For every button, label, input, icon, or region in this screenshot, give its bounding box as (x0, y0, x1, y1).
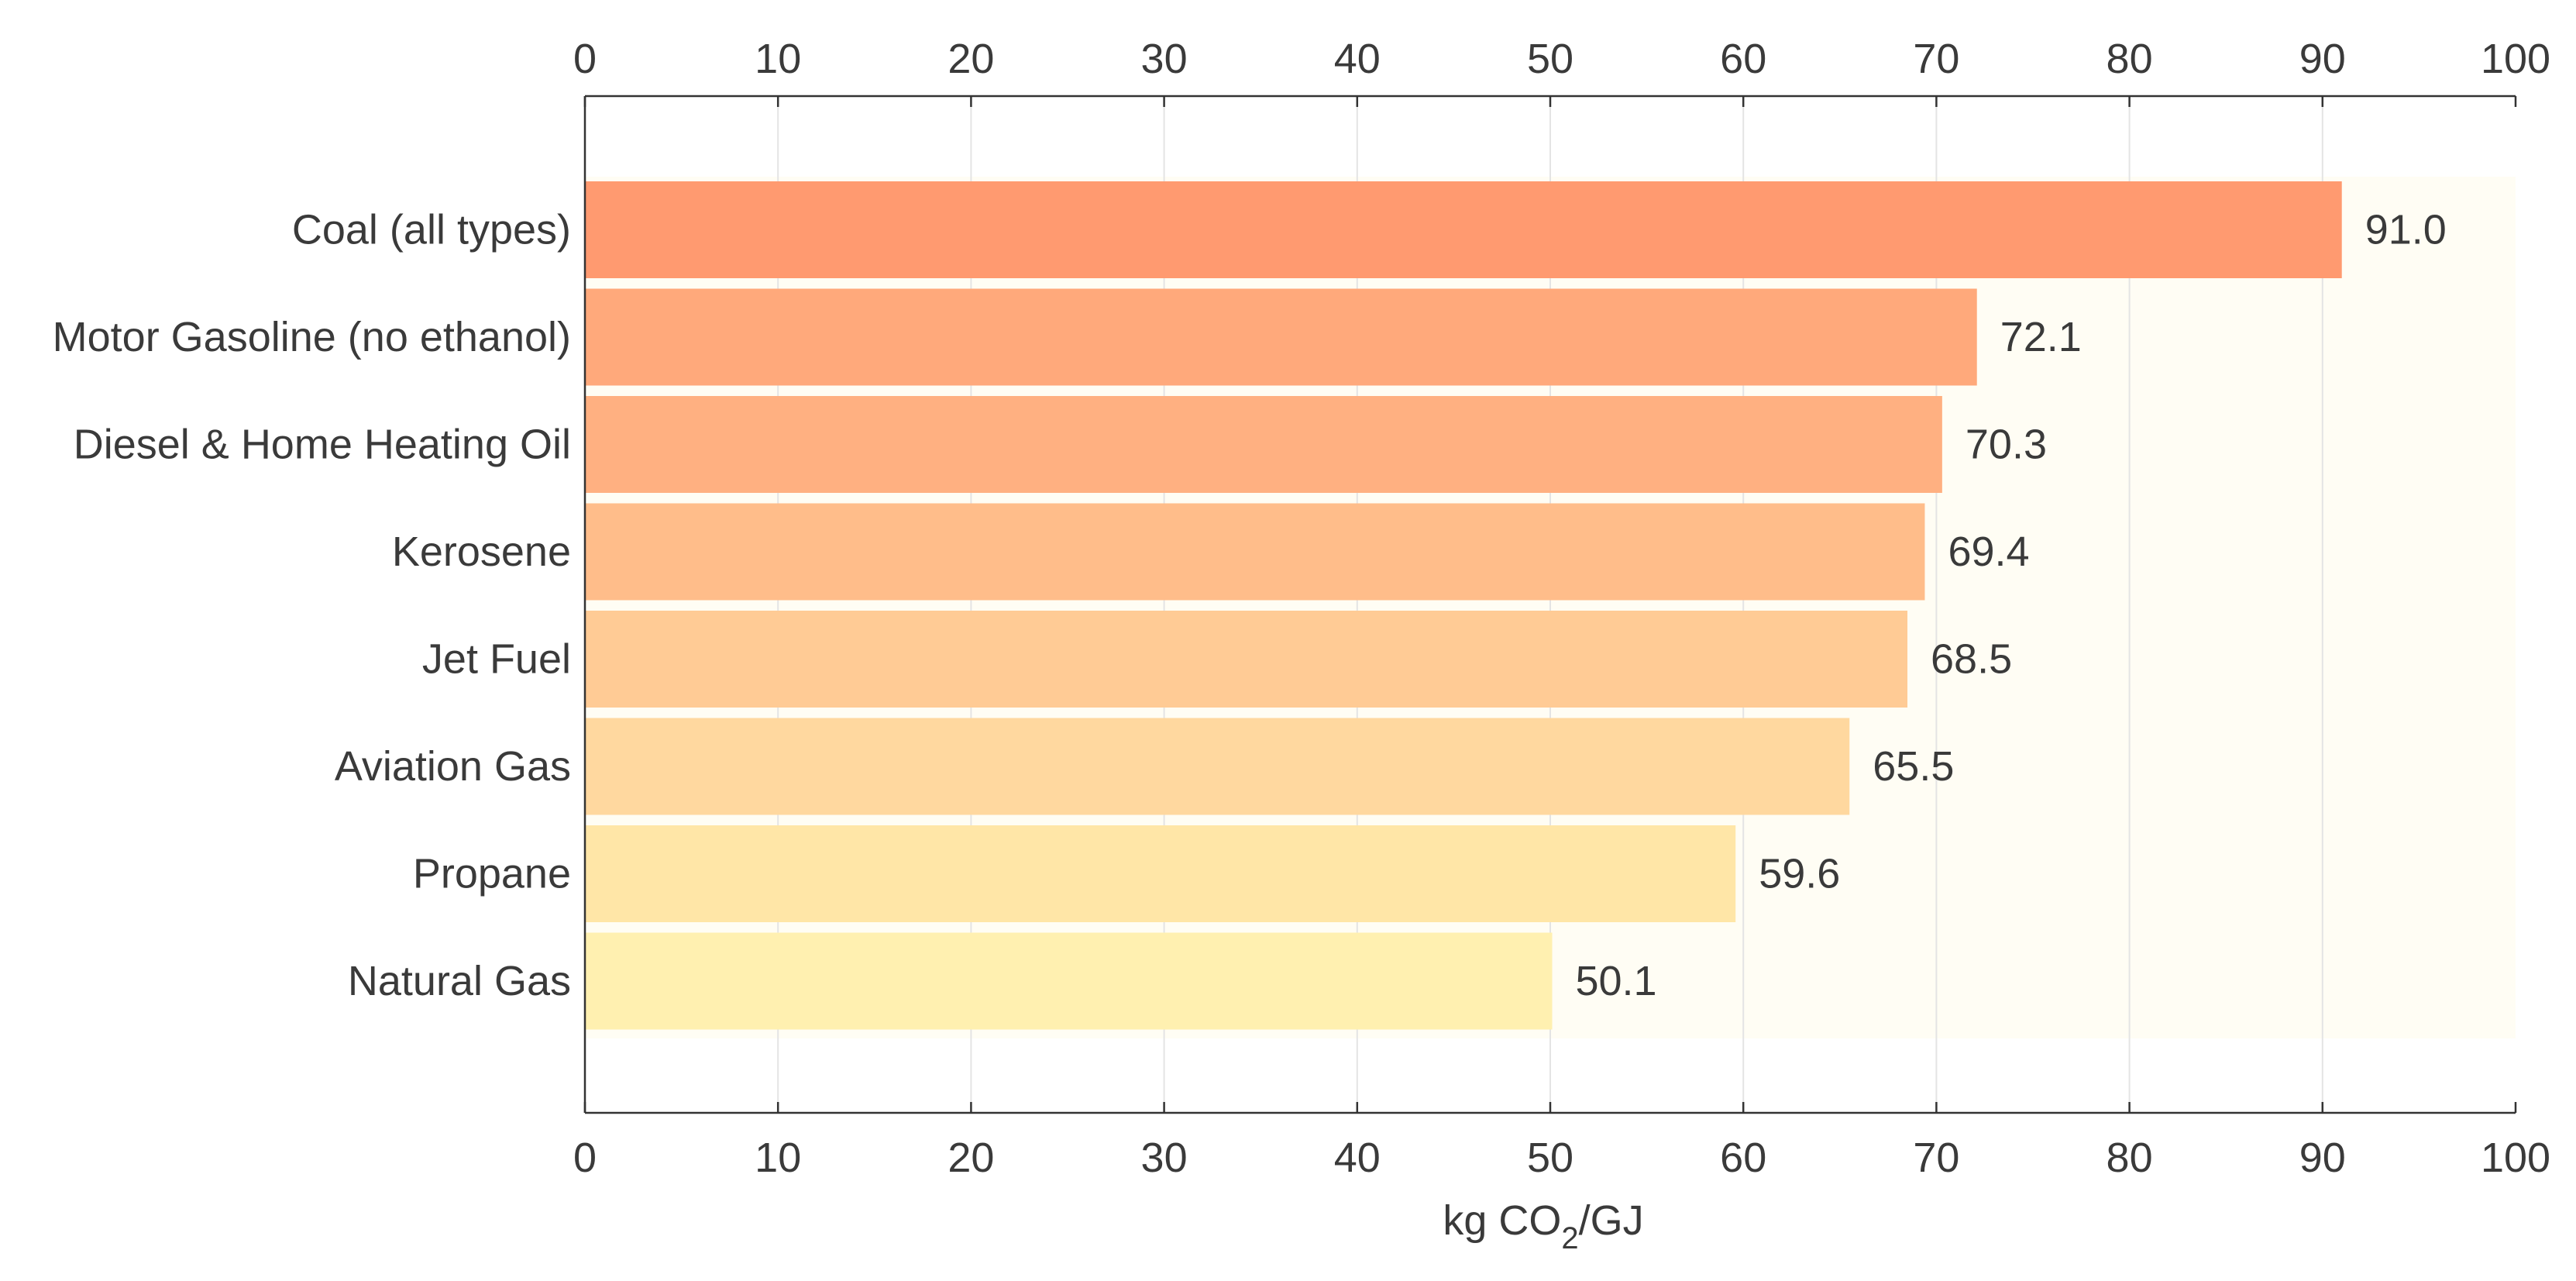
top-tick-label: 50 (1527, 36, 1573, 82)
category-label: Motor Gasoline (no ethanol) (53, 314, 571, 360)
bar (585, 932, 1553, 1030)
value-label: 50.1 (1575, 958, 1656, 1004)
top-tick-label: 40 (1334, 36, 1381, 82)
top-tick-label: 100 (2481, 36, 2550, 82)
value-label: 72.1 (2000, 314, 2082, 360)
value-label: 69.4 (1948, 529, 2029, 575)
bottom-tick-label: 50 (1527, 1135, 1573, 1181)
top-tick-label: 0 (573, 36, 597, 82)
bar (585, 288, 1977, 386)
category-label: Diesel & Home Heating Oil (74, 422, 571, 468)
bar (585, 611, 1908, 708)
x-axis-title: kg CO2/GJ (1443, 1197, 1643, 1255)
bottom-tick-label: 80 (2107, 1135, 2153, 1181)
value-label: 59.6 (1759, 851, 1840, 897)
bottom-tick-label: 60 (1720, 1135, 1766, 1181)
top-tick-label: 10 (755, 36, 801, 82)
top-tick-label: 80 (2107, 36, 2153, 82)
bottom-tick-label: 20 (948, 1135, 994, 1181)
bar (585, 181, 2342, 278)
category-label: Jet Fuel (422, 636, 571, 683)
value-label: 91.0 (2365, 207, 2447, 253)
bottom-tick-label: 30 (1141, 1135, 1188, 1181)
bottom-tick-label: 0 (573, 1135, 597, 1181)
bar (585, 718, 1850, 815)
top-tick-label: 70 (1913, 36, 1959, 82)
category-label: Aviation Gas (335, 743, 571, 790)
bar (585, 396, 1942, 493)
top-tick-label: 20 (948, 36, 994, 82)
bar (585, 503, 1925, 601)
category-label: Natural Gas (348, 958, 571, 1004)
value-label: 65.5 (1873, 743, 1954, 790)
category-label: Coal (all types) (292, 207, 571, 253)
value-label: 68.5 (1931, 636, 2012, 683)
bottom-tick-label: 100 (2481, 1135, 2550, 1181)
bottom-tick-label: 90 (2299, 1135, 2346, 1181)
top-tick-label: 60 (1720, 36, 1766, 82)
bottom-tick-label: 70 (1913, 1135, 1959, 1181)
value-label: 70.3 (1966, 422, 2047, 468)
bottom-tick-label: 40 (1334, 1135, 1381, 1181)
top-tick-label: 90 (2299, 36, 2346, 82)
top-tick-label: 30 (1141, 36, 1188, 82)
bar (585, 825, 1736, 922)
bottom-tick-label: 10 (755, 1135, 801, 1181)
category-label: Kerosene (392, 529, 571, 575)
category-label: Propane (413, 851, 571, 897)
